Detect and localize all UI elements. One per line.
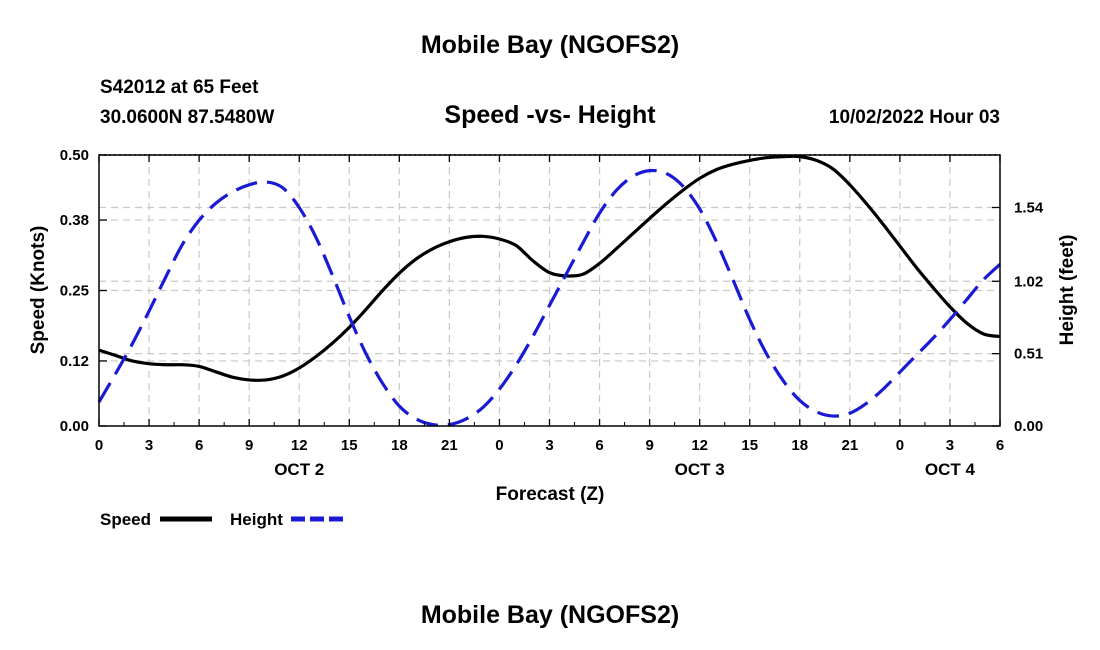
x-tick-label: 0	[495, 437, 503, 454]
y-tick-label: 0.38	[60, 212, 89, 229]
y-tick-label: 0.00	[60, 418, 89, 435]
chart-title: Speed -vs- Height	[444, 101, 656, 129]
y2-tick-label: 1.02	[1014, 273, 1043, 290]
x-tick-label: 9	[245, 437, 253, 454]
page-title: Mobile Bay (NGOFS2)	[420, 31, 680, 59]
y2-tick-label: 0.00	[1014, 418, 1043, 435]
x-tick-label: 12	[691, 437, 708, 454]
y2-tick-label: 0.51	[1014, 346, 1043, 363]
x-tick-label: 0	[95, 437, 103, 454]
x-tick-label: 3	[545, 437, 553, 454]
legend-height-label: Height	[230, 510, 283, 529]
y2-axis-label: Height (feet)	[1057, 235, 1078, 346]
x-tick-label: 21	[441, 437, 458, 454]
x-axis-label: Forecast (Z)	[496, 484, 605, 505]
x-tick-label: 18	[391, 437, 408, 454]
y-tick-label: 0.12	[60, 353, 89, 370]
forecast-datetime: 10/02/2022 Hour 03	[828, 107, 1000, 128]
footer-title: Mobile Bay (NGOFS2)	[420, 601, 680, 629]
axis-layer: 0 3 6 9 12 15 18 21 0 3 6 9 12 15 18 21 0 3 6 OCT 2 OCT 3 OCT…	[60, 147, 1044, 479]
x-tick-label: 12	[291, 437, 308, 454]
series-layer	[97, 154, 1002, 427]
x-tick-label: 9	[645, 437, 653, 454]
coordinates-label: 30.0600N 87.5480W	[100, 107, 275, 128]
legend-speed-label: Speed	[100, 510, 151, 529]
height-series-line	[97, 168, 1002, 427]
y-tick-label: 0.25	[60, 283, 89, 300]
x-tick-label: 15	[741, 437, 758, 454]
x-tick-label: 21	[841, 437, 858, 454]
date-label: OCT 2	[274, 460, 324, 479]
y-axis-label: Speed (Knots)	[28, 226, 49, 355]
x-tick-label: 0	[896, 437, 904, 454]
y2-tick-label: 1.54	[1014, 199, 1044, 216]
x-tick-label: 18	[791, 437, 808, 454]
speed-series-line	[98, 154, 1001, 382]
grid-lines	[99, 155, 1000, 426]
station-label: S42012 at 65 Feet	[100, 77, 259, 98]
date-label: OCT 3	[675, 460, 725, 479]
x-tick-label: 6	[195, 437, 203, 454]
x-tick-label: 15	[341, 437, 358, 454]
x-tick-label: 3	[946, 437, 954, 454]
x-tick-label: 6	[996, 437, 1004, 454]
x-tick-label: 3	[145, 437, 153, 454]
date-label: OCT 4	[925, 460, 976, 479]
x-tick-label: 6	[595, 437, 603, 454]
y-tick-label: 0.50	[60, 147, 89, 164]
